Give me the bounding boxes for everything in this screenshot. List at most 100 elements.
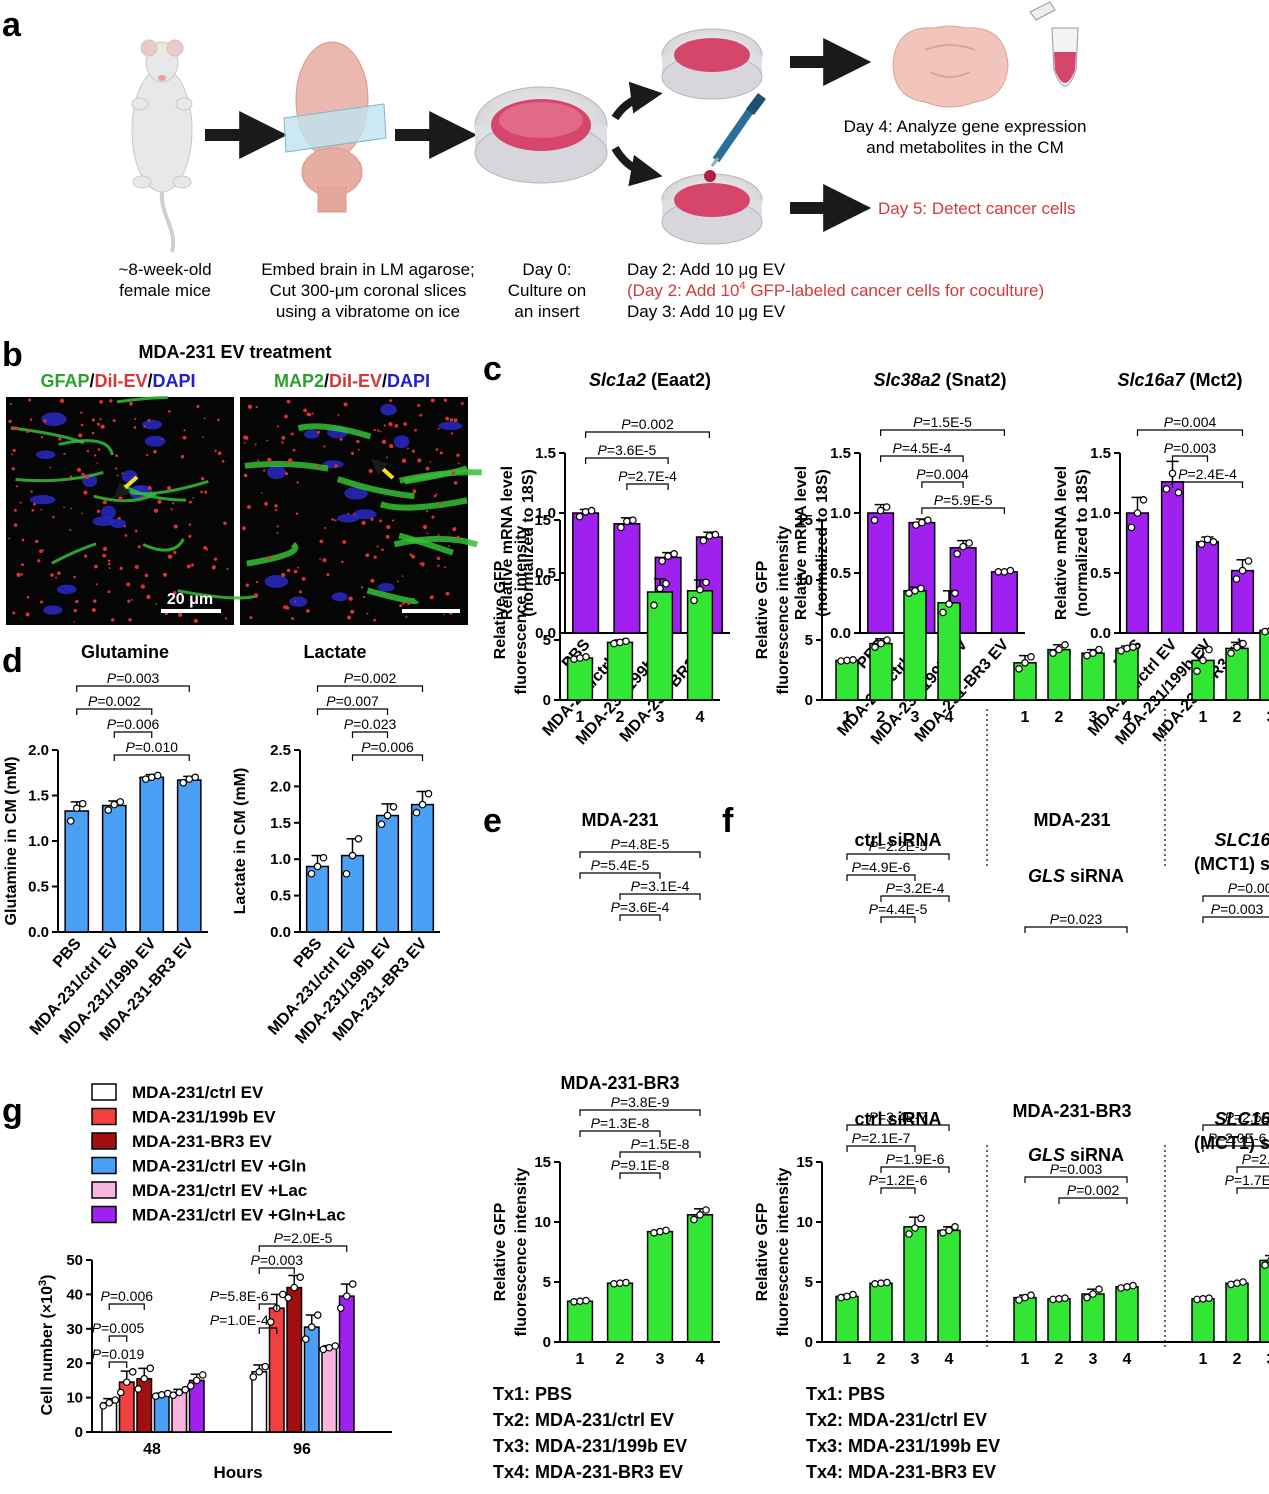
f2-g2-point — [1239, 1278, 1247, 1286]
d1-p-value: P=0.006 — [107, 716, 160, 732]
g-s5-bar — [338, 1295, 355, 1433]
a-out2: Day 5: Detect cancer cells — [878, 199, 1075, 218]
f2-g2-bar — [1259, 1259, 1269, 1343]
g-sig-bracket — [108, 1335, 128, 1342]
f2-title: MDA-231-BR3 — [1012, 1101, 1131, 1121]
b-nucleus — [331, 592, 348, 602]
b-ev-dot — [167, 554, 173, 559]
d2-sig-bracket — [351, 731, 389, 738]
b-ev-dot — [43, 419, 47, 423]
b-ev-dot — [276, 531, 279, 534]
f1-g0-point — [843, 656, 851, 665]
b-ev-dot — [84, 554, 88, 558]
b-ev-dot — [73, 620, 76, 623]
e2-sig-bracket — [619, 1172, 661, 1179]
b-ev-dot — [255, 580, 259, 584]
c2-bar — [867, 512, 895, 634]
b-ev-dot — [405, 615, 408, 618]
e1-point — [610, 639, 618, 648]
b-ev-dot — [281, 435, 286, 440]
f2-g0-bar — [869, 1282, 893, 1343]
c2-point — [882, 503, 891, 511]
f1-g0-p-value: P=4.4E-5 — [869, 901, 928, 917]
panel-letter-b: b — [2, 336, 23, 374]
f2-g1-sig-bracket — [1024, 1176, 1128, 1183]
arrow-3b — [611, 145, 663, 187]
b-ev-dot — [19, 501, 22, 504]
b-fiber — [142, 538, 185, 552]
b-ev-dot — [431, 515, 435, 519]
b-ev-dot — [9, 402, 12, 406]
b-ev-dot — [109, 399, 113, 403]
b-ev-dot — [406, 601, 411, 605]
b-ev-dot — [377, 429, 380, 432]
b-ev-dot — [115, 467, 118, 470]
c3-bar — [1160, 481, 1185, 634]
b-ev-dot — [200, 490, 203, 494]
g-s4-point — [331, 1342, 340, 1350]
g-s5-point — [192, 1376, 201, 1385]
f2-g1-point — [1117, 1284, 1125, 1292]
e1-p-value: P=3.6E-4 — [611, 899, 670, 915]
f1-g1-bar — [1081, 652, 1105, 701]
d2-ytick-label: 2.0 — [270, 778, 291, 795]
f2-g1-point — [1049, 1295, 1057, 1304]
d1-sig-bracket — [76, 708, 153, 715]
b-ev-dot — [243, 442, 246, 444]
f1-g1-sig-bracket — [1024, 926, 1128, 933]
g-s3-point — [307, 1323, 316, 1331]
b-ev-dot — [280, 557, 283, 560]
b-fiber — [10, 426, 85, 445]
b-ev-dot — [140, 496, 144, 499]
b-ev-dot — [173, 524, 178, 529]
g-legend-swatch — [91, 1083, 117, 1101]
d1-ylabel: Glutamine in CM (mM) — [3, 757, 20, 926]
c3-p-value: P=0.003 — [1164, 440, 1217, 456]
f1-g0-p-value: P=3.2E-4 — [886, 880, 945, 896]
b-ev-dot — [401, 575, 404, 577]
b-ev-dot — [224, 617, 228, 620]
b-ev-dot — [456, 535, 460, 539]
d2-point — [354, 835, 363, 843]
f1-g1-point — [1015, 664, 1023, 673]
g-p-value: P=0.005 — [92, 1320, 145, 1336]
b-ev-dot — [84, 474, 90, 480]
b-ev-dot — [247, 404, 253, 409]
b-ev-dot — [200, 477, 205, 481]
b-ev-dot — [63, 506, 65, 509]
b-ev-dot — [96, 509, 101, 513]
b-ev-dot — [443, 613, 445, 616]
b-title: MDA-231 EV treatment — [138, 342, 331, 362]
g-s3-point — [313, 1311, 322, 1319]
f1-g2-label2: (MCT1) siRNA — [1194, 854, 1269, 874]
b-right-label: MAP2/DiI-EV/DAPI — [274, 371, 430, 391]
e2-ytick-label: 5 — [543, 1274, 551, 1291]
b-ev-dot — [29, 418, 33, 421]
b-ev-dot — [326, 573, 330, 577]
d1-p-value: P=0.010 — [125, 739, 178, 755]
coronal-slice — [892, 25, 1009, 108]
b-nucleus — [36, 450, 56, 459]
b-ev-dot — [376, 545, 379, 548]
b-ev-dot — [439, 451, 443, 455]
c3-ylabel: Relative mRNA level — [1053, 466, 1070, 620]
b-ev-dot — [16, 572, 21, 577]
b-ev-dot — [295, 512, 299, 515]
b-ev-dot — [134, 564, 139, 569]
b-fiber — [116, 396, 168, 404]
d1-ytick-label: 1.5 — [28, 788, 49, 805]
d1-point — [179, 778, 188, 787]
g-s2-point — [134, 1385, 143, 1393]
c3-sig-bracket — [1171, 481, 1244, 488]
b-ev-dot — [370, 517, 374, 521]
b-ev-dot — [96, 462, 99, 464]
b-ev-dot — [78, 433, 83, 438]
f1-g1-point — [1123, 644, 1131, 653]
f1-ytick-label: 5 — [805, 632, 813, 649]
f1-g2-point — [1261, 627, 1269, 636]
f2-g0-point — [911, 1224, 919, 1232]
e2-p-value: P=1.3E-8 — [591, 1115, 650, 1131]
b-ev-dot — [81, 472, 85, 477]
f2-ytick-label: 10 — [796, 1214, 813, 1231]
g-ytick-label: 20 — [66, 1355, 83, 1372]
